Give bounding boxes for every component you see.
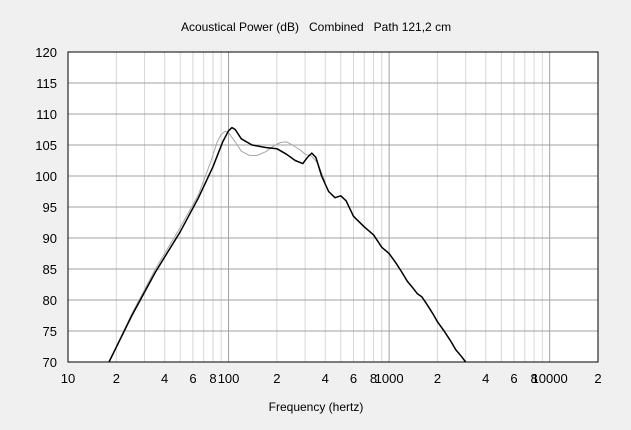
x-tick-label: 2 (594, 371, 601, 386)
y-tick-label: 110 (36, 107, 57, 122)
x-tick-label: 4 (482, 371, 489, 386)
x-tick-label: 8 (530, 371, 537, 386)
x-tick-label: 6 (350, 371, 357, 386)
x-tick-label: 2 (113, 371, 120, 386)
grid-lines (68, 52, 598, 362)
y-tick-labels: 70 75 80 85 90 95 100 105 110 115 120 (35, 45, 57, 370)
series-line-0 (108, 126, 467, 363)
x-tick-label: 10 (61, 371, 75, 386)
x-tick-label: 2 (273, 371, 280, 386)
plot-frame (67, 51, 599, 363)
x-tick-label: 8 (209, 371, 216, 386)
y-tick-label: 85 (43, 262, 57, 277)
y-tick-label: 100 (35, 169, 57, 184)
y-tick-label: 75 (43, 324, 57, 339)
y-tick-label: 80 (43, 293, 57, 308)
x-tick-label: 1000 (375, 371, 404, 386)
data-series (108, 126, 467, 363)
x-tick-label: 100 (218, 371, 240, 386)
y-tick-label: 115 (36, 76, 57, 91)
y-tick-label: 120 (35, 45, 57, 60)
x-tick-label: 6 (189, 371, 196, 386)
y-tick-label: 105 (35, 138, 57, 153)
y-tick-label: 95 (43, 200, 57, 215)
x-tick-label: 8 (370, 371, 377, 386)
x-tick-label: 4 (161, 371, 168, 386)
x-tick-label: 2 (434, 371, 441, 386)
series-line-1 (108, 130, 326, 363)
chart-title: Acoustical Power (dB) Combined Path 121,… (181, 20, 451, 34)
x-tick-label: 4 (322, 371, 329, 386)
x-axis-label: Frequency (hertz) (269, 400, 364, 414)
y-tick-label: 90 (43, 231, 57, 246)
x-tick-label: 10000 (532, 371, 568, 386)
y-tick-label: 70 (43, 355, 57, 370)
x-tick-label: 6 (510, 371, 517, 386)
